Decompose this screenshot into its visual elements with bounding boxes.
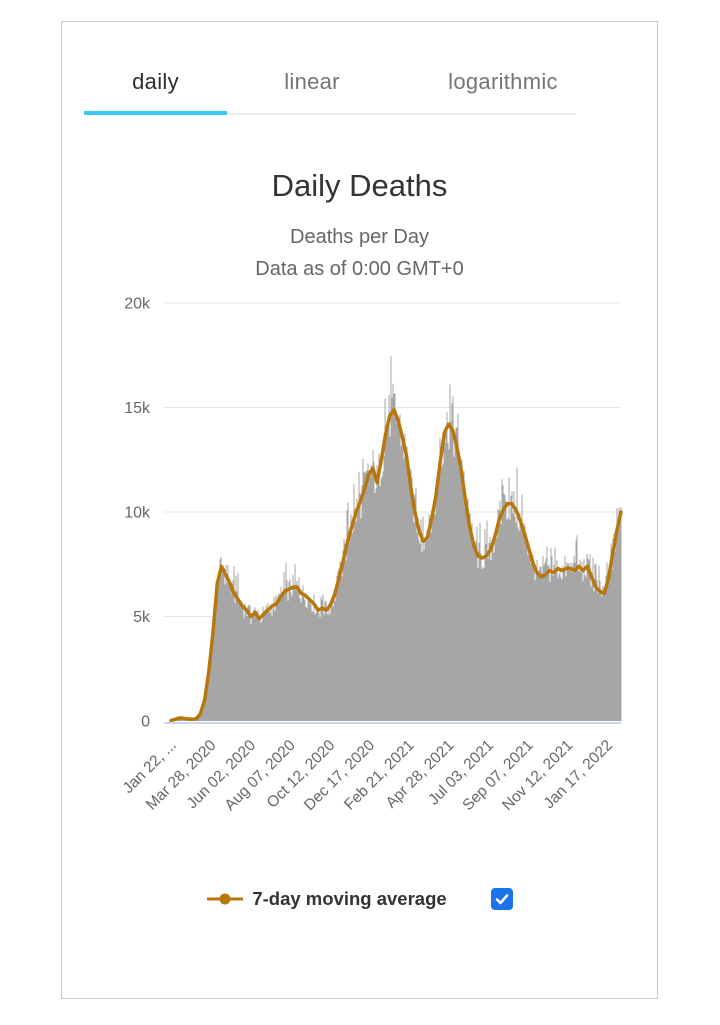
y-tick-label: 10k bbox=[124, 505, 151, 522]
chart-mode-tabs: daily linear logarithmic bbox=[84, 52, 609, 112]
chart-subtitle-line2: Data as of 0:00 GMT+0 bbox=[255, 258, 464, 280]
tab-logarithmic[interactable]: logarithmic bbox=[448, 69, 558, 94]
legend-line-marker-icon bbox=[207, 893, 244, 905]
tab-track bbox=[84, 113, 576, 115]
moving-average-line bbox=[169, 407, 623, 723]
y-tick-label: 0 bbox=[141, 714, 150, 731]
y-tick-label: 15k bbox=[124, 400, 151, 417]
checkmark-icon bbox=[495, 894, 508, 905]
chart-subtitle: Deaths per Day Data as of 0:00 GMT+0 bbox=[62, 221, 657, 285]
legend-item-7day-avg[interactable]: 7-day moving average bbox=[206, 888, 447, 910]
active-tab-underline bbox=[84, 111, 227, 115]
deaths-chart: 0 5k 10k 15k 20k Jan 22, ...Mar 28, 2020Jun … bbox=[120, 296, 623, 815]
chart-subtitle-line1: Deaths per Day bbox=[290, 226, 429, 248]
legend-label: 7-day moving average bbox=[252, 888, 447, 909]
legend-checkbox[interactable] bbox=[490, 888, 513, 910]
chart-title: Daily Deaths bbox=[271, 168, 448, 203]
y-tick-label: 20k bbox=[124, 296, 151, 313]
chart-card: daily linear logarithmic Daily Deaths De… bbox=[61, 21, 658, 999]
y-tick-label: 5k bbox=[133, 609, 151, 626]
y-axis-labels: 0 5k 10k 15k 20k bbox=[124, 296, 151, 731]
avg-line-series bbox=[169, 407, 623, 723]
tab-daily[interactable]: daily bbox=[132, 69, 179, 94]
tab-linear[interactable]: linear bbox=[284, 69, 340, 94]
legend-row: 7-day moving average bbox=[62, 882, 657, 916]
